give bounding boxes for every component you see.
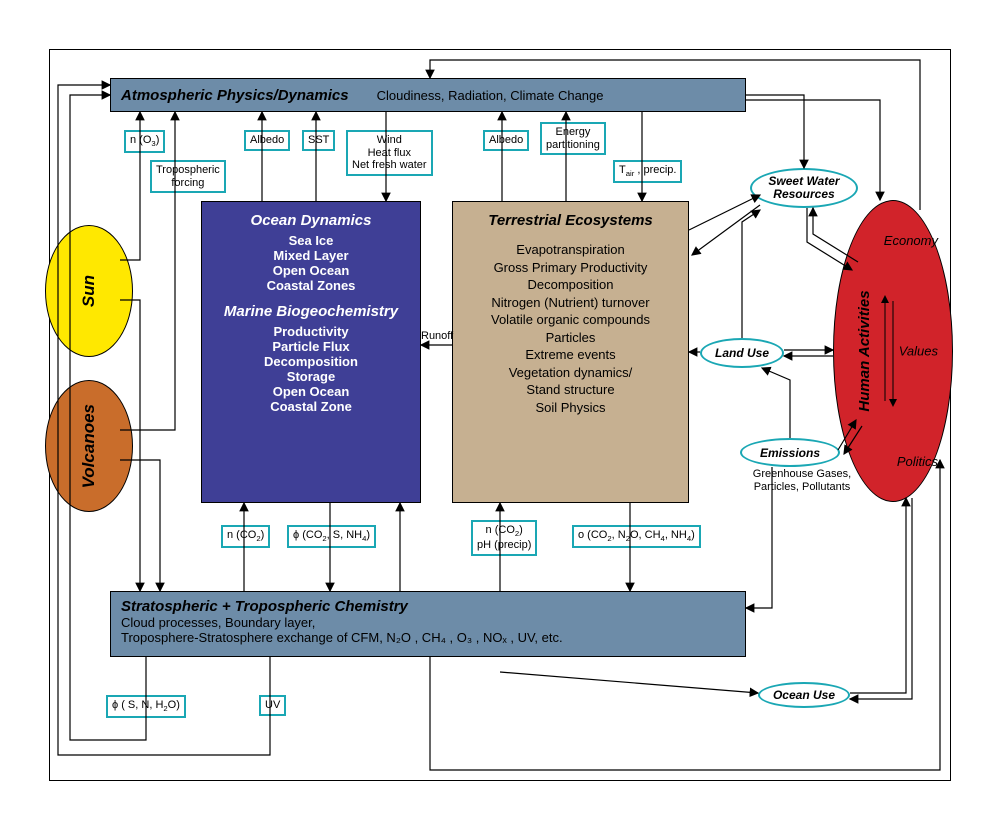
sun-label: Sun — [79, 275, 99, 307]
sw-t2: Resources — [768, 188, 839, 201]
terrestrial-ecosystems-box: Terrestrial Ecosystems Evapotranspiratio… — [452, 201, 689, 503]
human-values: Values — [899, 344, 938, 359]
ocean-h2: Marine Biogeochemistry — [208, 303, 414, 320]
land-use-oval: Land Use — [700, 338, 784, 368]
tag-wind: WindHeat fluxNet fresh water — [346, 130, 433, 176]
tag-sst: SST — [302, 130, 335, 151]
human-economy: Economy — [884, 233, 938, 248]
tag-phiSNH: ϕ ( S, N, H2O) — [106, 695, 186, 718]
tag-albedo1: Albedo — [244, 130, 290, 151]
tag-oCO2: ο (CO2, N2O, CH4, NH4) — [572, 525, 701, 548]
terr-h1: Terrestrial Ecosystems — [459, 212, 682, 229]
ocean-h1: Ocean Dynamics — [208, 212, 414, 229]
tag-nCO2b: n (CO2)pH (precip) — [471, 520, 537, 556]
sun-ellipse: Sun — [45, 225, 133, 357]
emissions-subtitle: Greenhouse Gases,Particles, Pollutants — [742, 468, 862, 493]
tag-uv: UV — [259, 695, 286, 716]
tag-albedo2: Albedo — [483, 130, 529, 151]
volcanoes-label: Volcanoes — [79, 404, 99, 488]
em-t1: Emissions — [760, 446, 820, 460]
chem-line1: Cloud processes, Boundary layer, — [121, 615, 735, 630]
tag-energy: Energypartitioning — [540, 122, 606, 155]
tag-phiCO2: ϕ (CO2, S, NH4) — [287, 525, 376, 548]
volcanoes-ellipse: Volcanoes — [45, 380, 133, 512]
human-inner-arrows-icon — [880, 291, 898, 411]
atmospheric-physics-box: Atmospheric Physics/Dynamics Cloudiness,… — [110, 78, 746, 112]
ocean-use-oval: Ocean Use — [758, 682, 850, 708]
atm-title: Atmospheric Physics/Dynamics — [121, 87, 349, 104]
ocean-dynamics-box: Ocean Dynamics Sea IceMixed LayerOpen Oc… — [201, 201, 421, 503]
lu-t1: Land Use — [715, 346, 769, 360]
sweet-water-oval: Sweet Water Resources — [750, 168, 858, 208]
tag-tair: Tair , precip. — [613, 160, 682, 183]
terr-list: EvapotranspirationGross Primary Producti… — [459, 241, 682, 416]
ocean-list-2: ProductivityParticle FluxDecompositionSt… — [208, 324, 414, 414]
runoff-label: Runoff — [421, 330, 453, 342]
chem-title: Stratospheric + Tropospheric Chemistry — [121, 598, 735, 615]
human-politics: Politics — [897, 454, 938, 469]
atm-subtitle: Cloudiness, Radiation, Climate Change — [377, 88, 604, 103]
human-activities-ellipse: Human Activities Economy Values Politics — [833, 200, 953, 502]
ocean-list-1: Sea IceMixed LayerOpen OceanCoastal Zone… — [208, 233, 414, 293]
tag-nCO2a: n (CO2) — [221, 525, 270, 548]
ou-t1: Ocean Use — [773, 688, 835, 702]
tag-nO3: n (O3) — [124, 130, 165, 153]
emissions-oval: Emissions — [740, 438, 840, 467]
tag-tropo: Troposphericforcing — [150, 160, 226, 193]
human-title: Human Activities — [856, 290, 873, 411]
chem-line2: Troposphere-Stratosphere exchange of CFM… — [121, 630, 735, 645]
chemistry-box: Stratospheric + Tropospheric Chemistry C… — [110, 591, 746, 657]
